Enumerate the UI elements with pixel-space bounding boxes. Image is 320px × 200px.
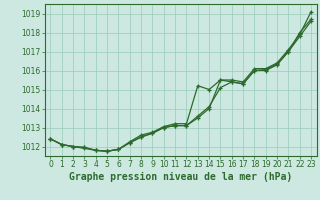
X-axis label: Graphe pression niveau de la mer (hPa): Graphe pression niveau de la mer (hPa) (69, 172, 292, 182)
